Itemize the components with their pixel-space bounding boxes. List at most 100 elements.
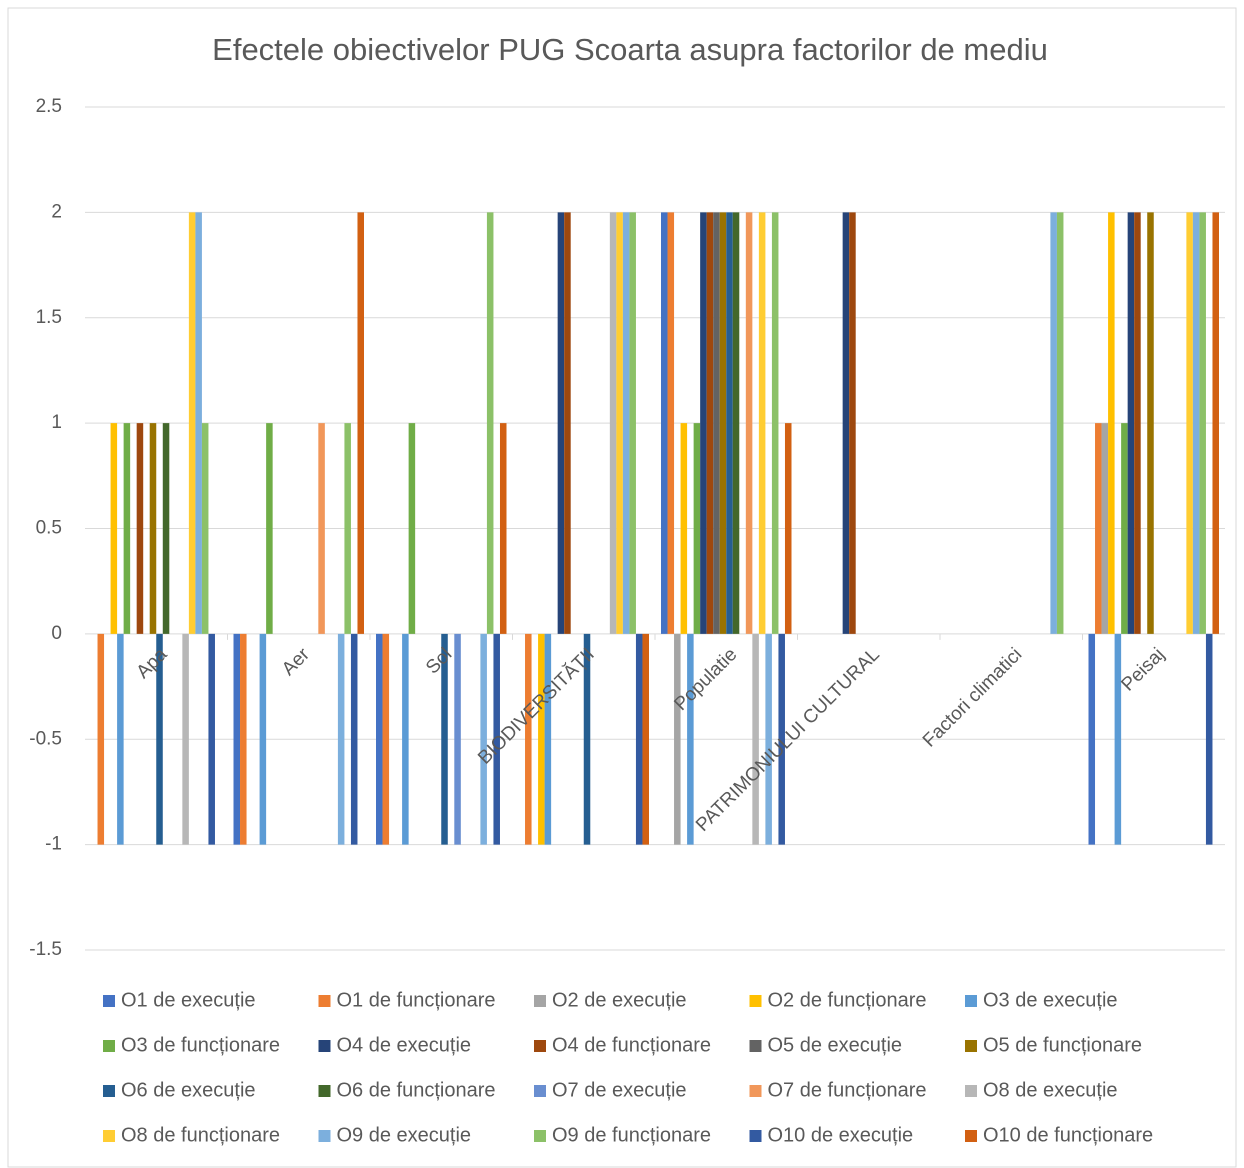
bar (441, 633, 448, 845)
bar (544, 633, 552, 845)
legend-label: O9 de execuție (337, 1124, 472, 1146)
bar (110, 423, 118, 634)
legend-swatch (534, 1130, 546, 1142)
legend-swatch (749, 995, 762, 1007)
legend-label: O6 de funcționare (337, 1079, 496, 1101)
bar (357, 212, 364, 634)
bar (195, 212, 202, 634)
legend-label: O1 de execuție (121, 989, 256, 1011)
bar (1186, 212, 1193, 634)
legend-swatch (103, 1040, 115, 1052)
bar (674, 633, 681, 845)
bar (745, 212, 753, 634)
bar (661, 212, 668, 634)
bar (1088, 633, 1096, 845)
bar (713, 212, 720, 634)
legend-label: O7 de funcționare (768, 1079, 927, 1101)
bar (1101, 423, 1109, 634)
bar (1199, 212, 1206, 634)
bar (719, 212, 727, 634)
legend-swatch (103, 1130, 115, 1142)
bar (538, 633, 545, 845)
bar (680, 423, 688, 634)
bar (1205, 633, 1213, 845)
bar (350, 633, 358, 845)
bar (182, 633, 189, 845)
bar (849, 212, 856, 634)
bar (1212, 212, 1219, 634)
legend-swatch (965, 1085, 977, 1097)
bar (693, 423, 701, 634)
legend-label: O7 de execuție (552, 1079, 687, 1101)
legend-label: O6 de execuție (121, 1079, 256, 1101)
legend-label: O2 de funcționare (768, 989, 927, 1011)
bar (376, 633, 383, 845)
bar (732, 212, 740, 634)
bar (687, 633, 694, 845)
bar (233, 633, 241, 845)
y-tick-label: -0.5 (29, 728, 62, 749)
bar (149, 423, 157, 634)
bar (337, 633, 345, 845)
bar (201, 423, 209, 634)
legend-label: O5 de funcționare (983, 1034, 1142, 1056)
bar (1050, 212, 1057, 634)
bar (1114, 633, 1122, 845)
legend-swatch (965, 995, 977, 1007)
legend-label: O8 de funcționare (121, 1124, 280, 1146)
bar (259, 633, 267, 845)
legend-swatch (103, 995, 115, 1007)
bar (525, 633, 532, 845)
legend-label: O4 de funcționare (552, 1034, 711, 1056)
legend-label: O9 de funcționare (552, 1124, 711, 1146)
y-tick-label: 1 (51, 412, 62, 433)
bar (1056, 212, 1064, 634)
y-tick-label: -1.5 (29, 939, 62, 960)
legend-swatch (965, 1130, 977, 1142)
legend-label: O4 de execuție (337, 1034, 472, 1056)
bar (726, 212, 733, 634)
bar (156, 633, 163, 845)
chart-title: Efectele obiectivelor PUG Scoarta asupra… (212, 32, 1048, 67)
legend-label: O10 de execuție (768, 1124, 914, 1146)
bar (752, 633, 759, 845)
bar (454, 633, 461, 845)
bar (609, 212, 617, 634)
bar (667, 212, 675, 634)
bar (318, 423, 325, 634)
bar (1108, 212, 1115, 634)
legend-swatch (965, 1040, 977, 1052)
y-tick-label: 0.5 (36, 518, 62, 539)
bar (382, 633, 390, 845)
legend-swatch (534, 1085, 546, 1097)
bar (1192, 212, 1200, 634)
legend-swatch (318, 1085, 331, 1097)
bar (480, 633, 487, 845)
legend-swatch (318, 1130, 331, 1142)
bar (188, 212, 196, 634)
legend-swatch (534, 995, 546, 1007)
bar (622, 212, 630, 634)
y-tick-label: 2.5 (36, 96, 62, 117)
bar (642, 633, 649, 845)
bar (629, 212, 636, 634)
bar (1134, 212, 1141, 634)
bar (266, 423, 273, 634)
legend-label: O8 de execuție (983, 1079, 1118, 1101)
legend-swatch (749, 1085, 762, 1097)
bar (635, 633, 643, 845)
legend-swatch (749, 1040, 762, 1052)
bar (162, 423, 170, 634)
bar (1127, 212, 1135, 634)
legend-label: O2 de execuție (552, 989, 687, 1011)
y-tick-label: 2 (51, 201, 62, 222)
legend-label: O3 de execuție (983, 989, 1118, 1011)
bar (842, 212, 850, 634)
bar (136, 423, 144, 634)
bar (758, 212, 766, 634)
bar (765, 633, 772, 845)
bar (402, 633, 409, 845)
bar (700, 212, 707, 634)
y-tick-label: 1.5 (36, 307, 62, 328)
